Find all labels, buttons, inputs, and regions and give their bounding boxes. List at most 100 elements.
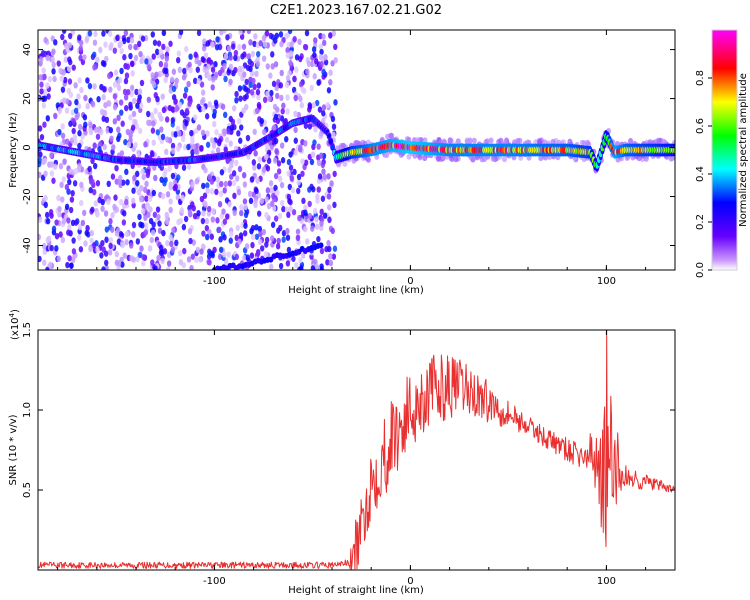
spectrogram-noise-cell [201, 105, 206, 113]
spectrogram-noise-cell [237, 85, 243, 92]
spectrogram-noise-cell [329, 180, 334, 187]
spectrogram-noise-cell [327, 216, 332, 224]
spectrogram-noise-cell [49, 161, 54, 168]
spectrogram-noise-cell [255, 250, 261, 257]
spectrogram-noise-cell [108, 86, 113, 93]
spectrogram-noise-cell [120, 120, 125, 127]
spectrogram-noise-cell [263, 251, 268, 258]
spectrogram-noise-cell [143, 229, 148, 236]
spectrogram-haze-cell [538, 155, 544, 162]
spectrogram-noise-cell [300, 86, 305, 93]
spectrogram-noise-cell [255, 60, 261, 68]
spectrogram-noise-cell [222, 218, 228, 225]
spectrogram-noise-cell [165, 191, 171, 198]
spectrogram-noise-cell [118, 40, 124, 47]
spectrogram-noise-cell [275, 106, 280, 113]
spectrogram-noise-cell [319, 208, 324, 216]
spectrogram-haze-cell [483, 139, 489, 146]
spectrogram-noise-cell [288, 59, 293, 67]
spectrogram-noise-cell [117, 179, 122, 186]
spectrogram-noise-cell [64, 107, 70, 114]
spectrogram-noise-cell [276, 237, 281, 245]
spectrogram-haze-cell [643, 155, 649, 162]
spectrogram-noise-cell [116, 260, 122, 267]
spectrogram-noise-cell [286, 170, 291, 177]
spectrogram-noise-cell [110, 173, 116, 180]
spectrogram-noise-cell [285, 94, 290, 101]
spectrogram-noise-cell [320, 161, 326, 169]
spectrogram-noise-cell [51, 225, 57, 232]
spectrogram-noise-cell [128, 114, 133, 121]
spectrogram-noise-cell [288, 164, 294, 171]
spectrogram-noise-cell [285, 108, 290, 115]
spectrogram-noise-cell [98, 46, 103, 54]
spectrogram-noise-cell [101, 266, 106, 270]
spectrogram-noise-cell [95, 246, 100, 253]
spectrogram-noise-cell [112, 203, 117, 211]
spectrogram-noise-cell [265, 165, 271, 172]
spectrogram-noise-cell [236, 117, 242, 125]
spectrogram-noise-cell [93, 200, 99, 207]
spectrogram-noise-cell [95, 133, 101, 140]
spectrogram-noise-cell [155, 95, 160, 103]
spectrogram-noise-cell [104, 226, 110, 233]
spectrogram-noise-cell [233, 66, 238, 74]
spectrogram-noise-cell [154, 48, 160, 56]
spectrogram-haze-cell [406, 153, 412, 160]
snr-y-axis-label: SNR (10 * v/v) [8, 414, 19, 485]
spectrogram-noise-cell [321, 33, 326, 40]
spectrogram-noise-cell [161, 106, 167, 114]
spectrogram-noise-cell [284, 135, 289, 143]
spectrogram-noise-cell [67, 224, 72, 231]
snr-x-axis-label: Height of straight line (km) [288, 585, 424, 596]
spectrogram-noise-cell [224, 136, 230, 143]
spectrogram-noise-cell [96, 96, 101, 103]
spectrogram-noise-cell [118, 198, 124, 206]
spectrogram-noise-cell [236, 189, 242, 196]
spectrogram-noise-cell [144, 180, 149, 188]
spectrogram-noise-cell [60, 196, 65, 203]
spectrogram-noise-cell [323, 54, 328, 61]
spectrogram-noise-cell [129, 242, 134, 249]
spectrogram-noise-cell [39, 56, 44, 63]
spectrogram-noise-cell [210, 216, 216, 223]
spectrogram-noise-cell [217, 253, 223, 260]
spectrogram-noise-cell [307, 212, 313, 220]
spectrogram-noise-cell [143, 141, 148, 148]
spectrogram-noise-cell [170, 117, 176, 124]
spectrogram-noise-cell [184, 107, 190, 115]
spectrogram-noise-cell [131, 197, 136, 204]
spectrogram-noise-cell [314, 263, 320, 270]
spectrogram-noise-cell [296, 179, 301, 186]
spectrogram-noise-cell [189, 129, 194, 137]
spectrogram-noise-cell [331, 131, 336, 139]
spectrogram-noise-cell [212, 246, 217, 254]
spectrogram-noise-cell [146, 119, 151, 126]
spectrogram-noise-cell [67, 178, 72, 186]
spectrogram-noise-cell [328, 259, 334, 267]
spectrogram-noise-cell [296, 187, 301, 195]
spectrogram-noise-cell [279, 142, 285, 149]
spectrogram-noise-cell [73, 82, 78, 89]
spectrogram-noise-cell [262, 128, 267, 136]
spectrogram-noise-cell [90, 206, 95, 213]
spectrogram-noise-cell [101, 94, 106, 101]
spectrogram-noise-cell [151, 189, 157, 197]
spectrogram-noise-cell [288, 151, 293, 158]
spectrogram-noise-cell [124, 239, 129, 246]
spectrogram-noise-cell [243, 211, 249, 219]
spectrogram-noise-cell [169, 240, 174, 248]
spectrogram-noise-cell [312, 207, 318, 215]
spectrogram-noise-cell [117, 132, 122, 139]
spectrogram-noise-cell [302, 43, 308, 51]
spectrogram-noise-cell [119, 47, 124, 55]
spectrogram-noise-cell [120, 261, 125, 268]
spectrogram-noise-cell [139, 245, 144, 252]
spectrogram-noise-cell [73, 107, 79, 114]
spectrogram-noise-cell [170, 172, 176, 180]
spectrogram-noise-cell [87, 165, 92, 173]
spectrogram-noise-cell [322, 39, 327, 47]
spectrogram-noise-cell [141, 208, 146, 215]
spectrogram-noise-cell [155, 206, 161, 213]
